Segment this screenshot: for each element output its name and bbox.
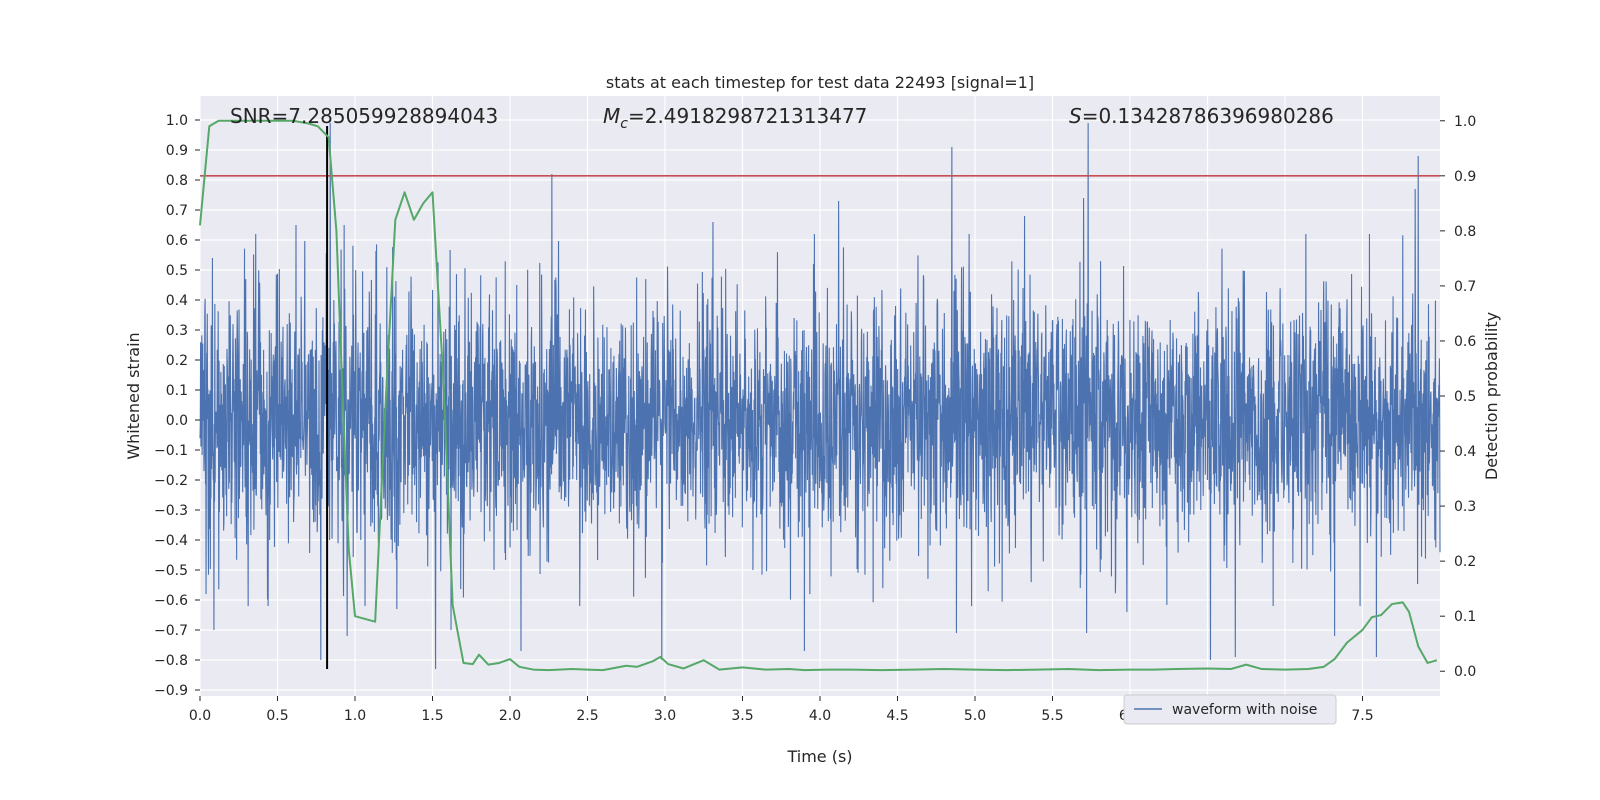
y2-axis: 1.0 0.9 0.8 0.7 0.6 0.5 0.4 0.3 0.2 0.1 0.0 <box>1440 114 1476 680</box>
y-tick-label: −0.8 <box>154 653 188 669</box>
detection-probability-line <box>199 119 1438 672</box>
y2-tick-label: 0.4 <box>1454 444 1476 460</box>
s-symbol: S <box>1069 104 1082 128</box>
x-tick-label: 0.5 <box>266 708 288 724</box>
chart-title: stats at each timestep for test data 224… <box>606 73 1034 92</box>
x-tick-label: 4.0 <box>809 708 831 724</box>
x-tick-label: 5.0 <box>964 708 986 724</box>
y-axis-label: Whitened strain <box>124 332 143 459</box>
x-tick-label: 3.0 <box>654 708 676 724</box>
x-axis-label: Time (s) <box>786 747 852 766</box>
y2-tick-label: 1.0 <box>1454 114 1476 130</box>
x-tick-label: 1.0 <box>344 708 366 724</box>
y-tick-label: −0.3 <box>154 503 188 519</box>
x-tick-label: 2.5 <box>576 708 598 724</box>
x-tick-label: 0.0 <box>189 708 211 724</box>
chirp-mass-value: =2.4918298721313477 <box>628 104 867 128</box>
y2-tick-label: 0.9 <box>1454 169 1476 185</box>
legend-box <box>1123 694 1337 725</box>
legend-label-waveform: waveform with noise <box>1172 702 1317 718</box>
y2-tick-label: 0.6 <box>1454 334 1476 350</box>
chirp-mass-symbol: M <box>603 104 620 128</box>
x-tick-label: 2.0 <box>499 708 521 724</box>
y-tick-label: 0.1 <box>166 383 188 399</box>
x-tick-label: 1.5 <box>421 708 443 724</box>
y-tick-label: 0.7 <box>166 203 188 219</box>
y2-tick-label: 0.8 <box>1454 224 1476 240</box>
y-tick-label: 0.3 <box>166 323 188 339</box>
y2-tick-label: 0.1 <box>1454 609 1476 625</box>
y-tick-label: 0.2 <box>166 353 188 369</box>
y-tick-label: 0.6 <box>166 233 188 249</box>
waveform-line <box>199 122 1441 670</box>
y-tick-label: −0.4 <box>154 533 188 549</box>
y-tick-label: −0.5 <box>154 563 188 579</box>
y-tick-label: −0.6 <box>154 593 188 609</box>
y-tick-label: 0.0 <box>166 413 188 429</box>
y-axis: 1.0 0.9 0.8 0.7 0.6 0.5 0.4 0.3 0.2 0.1 0.0 −0.1 −0.… <box>154 113 200 699</box>
s-annotation: S=0.13428786396980286 <box>1069 104 1334 128</box>
y-tick-label: −0.9 <box>154 683 188 699</box>
legend: waveform with noise <box>1123 694 1337 725</box>
waveform-with-noise-series <box>199 122 1441 670</box>
y-tick-label: −0.7 <box>154 623 188 639</box>
y-tick-label: −0.2 <box>154 473 188 489</box>
y-tick-label: 0.4 <box>166 293 188 309</box>
y2-tick-label: 0.7 <box>1454 279 1476 295</box>
y2-tick-label: 0.5 <box>1454 389 1476 405</box>
s-value: =0.13428786396980286 <box>1082 104 1334 128</box>
y-tick-label: 0.9 <box>166 143 188 159</box>
y-tick-label: −0.1 <box>154 443 188 459</box>
y-tick-label: 0.8 <box>166 173 188 189</box>
chirp-mass-annotation: Mc=2.4918298721313477 <box>603 104 867 132</box>
overlays <box>199 119 1440 672</box>
y-tick-label: 1.0 <box>166 113 188 129</box>
chirp-mass-subscript: c <box>620 116 628 132</box>
snr-annotation: SNR=7.285059928894043 <box>230 104 498 128</box>
x-tick-label: 3.5 <box>731 708 753 724</box>
y2-axis-label: Detection probability <box>1482 312 1501 480</box>
y-tick-label: 0.5 <box>166 263 188 279</box>
x-tick-label: 5.5 <box>1041 708 1063 724</box>
y2-tick-label: 0.2 <box>1454 554 1476 570</box>
y2-tick-label: 0.0 <box>1454 664 1476 680</box>
y2-tick-label: 0.3 <box>1454 499 1476 515</box>
x-tick-label: 7.5 <box>1351 708 1373 724</box>
x-tick-label: 4.5 <box>886 708 908 724</box>
